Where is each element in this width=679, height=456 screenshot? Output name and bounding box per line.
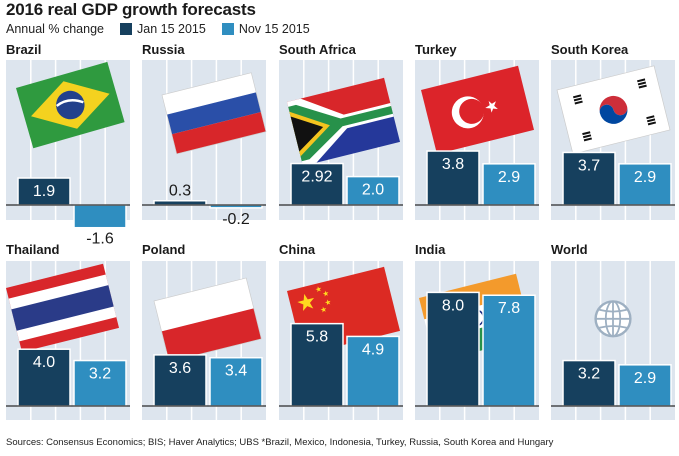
- chart-canvas: 1.9-1.60.3-0.22.922.03.82.93.72.94.03.2 3…: [6, 60, 675, 420]
- data-label: 2.0: [362, 182, 384, 199]
- legend-subtitle: Annual % change: [6, 22, 104, 36]
- flag-group: [16, 61, 125, 149]
- brazil-flag-icon: [16, 61, 125, 149]
- panel-title: South Korea: [551, 42, 629, 57]
- panel-title: China: [279, 242, 316, 257]
- bar: [290, 322, 344, 407]
- bar: [618, 163, 672, 206]
- panel: 3.2 2.9: [551, 261, 675, 420]
- panel-title: Russia: [142, 42, 185, 57]
- data-label: 3.4: [225, 363, 247, 380]
- globe-icon: [594, 300, 632, 338]
- legend-item-nov: Nov 15 2015: [221, 22, 310, 36]
- panel: 8.0 7.8: [415, 261, 539, 420]
- bar: [153, 354, 207, 407]
- bar: [153, 199, 207, 206]
- data-label: 0.3: [169, 183, 191, 200]
- data-label: 5.8: [306, 329, 328, 346]
- poland-flag-icon: [153, 277, 262, 363]
- bar: [482, 163, 536, 206]
- bar: [73, 204, 127, 229]
- bar: [482, 294, 536, 407]
- flag-group: [287, 77, 400, 167]
- panel: 2.92 2.0: [279, 60, 403, 220]
- turkey-flag-icon: [421, 65, 534, 155]
- panel-title: India: [415, 242, 446, 257]
- panel: 3.7 2.9: [551, 60, 675, 220]
- panel-title: Turkey: [415, 42, 457, 57]
- flag-group: [594, 300, 632, 338]
- data-label: 4.0: [33, 354, 55, 371]
- data-label: -1.6: [86, 231, 114, 248]
- panel: 4.0 3.2: [6, 261, 130, 420]
- bar: [618, 364, 672, 407]
- flag-group: [153, 277, 262, 363]
- data-label: 4.9: [362, 341, 384, 358]
- data-label: 7.8: [498, 300, 520, 317]
- data-label: 3.8: [442, 156, 464, 173]
- bar: [346, 335, 400, 407]
- flag-group: [556, 65, 671, 155]
- bar: [346, 175, 400, 206]
- data-label: 2.9: [634, 370, 656, 387]
- legend: Annual % change Jan 15 2015 Nov 15 2015: [6, 21, 310, 37]
- thailand-flag-icon: [6, 263, 119, 353]
- data-label: 1.9: [33, 183, 55, 200]
- panel-title: Thailand: [6, 242, 60, 257]
- bar: [562, 359, 616, 407]
- panel: 0.3 -0.2: [142, 60, 267, 228]
- bar: [426, 291, 480, 407]
- panel-title: South Africa: [279, 42, 356, 57]
- legend-swatch-nov: [221, 23, 234, 35]
- panel: 5.8 4.9: [279, 261, 403, 420]
- south-africa-flag-icon: [287, 77, 400, 167]
- panel: 3.8 2.9: [415, 60, 539, 220]
- flag-group: [161, 72, 267, 155]
- russia-flag-icon: [161, 72, 267, 155]
- panel-title: Brazil: [6, 42, 42, 57]
- bar: [209, 356, 263, 407]
- legend-label-jan: Jan 15 2015: [137, 22, 206, 36]
- data-label: -0.2: [222, 211, 250, 228]
- data-label: 8.0: [442, 297, 464, 314]
- small-multiples-grid: Brazil Russia South Africa Turkey South …: [0, 40, 679, 420]
- panel: 1.9 -1.6: [6, 60, 130, 248]
- data-label: 3.6: [169, 360, 191, 377]
- south-korea-flag-icon: [556, 65, 671, 155]
- data-label: 3.2: [89, 366, 111, 383]
- legend-label-nov: Nov 15 2015: [238, 22, 310, 36]
- panel-title: World: [551, 242, 588, 257]
- data-label: 2.9: [634, 169, 656, 186]
- data-label: 3.2: [578, 366, 600, 383]
- flag-group: [421, 65, 534, 155]
- source-note: Sources: Consensus Economics; BIS; Haver…: [6, 437, 554, 448]
- data-label: 2.9: [498, 169, 520, 186]
- legend-swatch-jan: [120, 23, 132, 35]
- data-label: 3.7: [578, 157, 600, 174]
- chart-title: 2016 real GDP growth forecasts: [6, 0, 256, 19]
- legend-item-jan: Jan 15 2015: [120, 22, 206, 36]
- panel-title: Poland: [142, 242, 186, 257]
- panel: 3.6 3.4: [142, 261, 266, 420]
- flag-group: [6, 263, 119, 353]
- data-label: 2.92: [301, 169, 332, 186]
- bar: [290, 162, 344, 206]
- bar: [17, 177, 71, 206]
